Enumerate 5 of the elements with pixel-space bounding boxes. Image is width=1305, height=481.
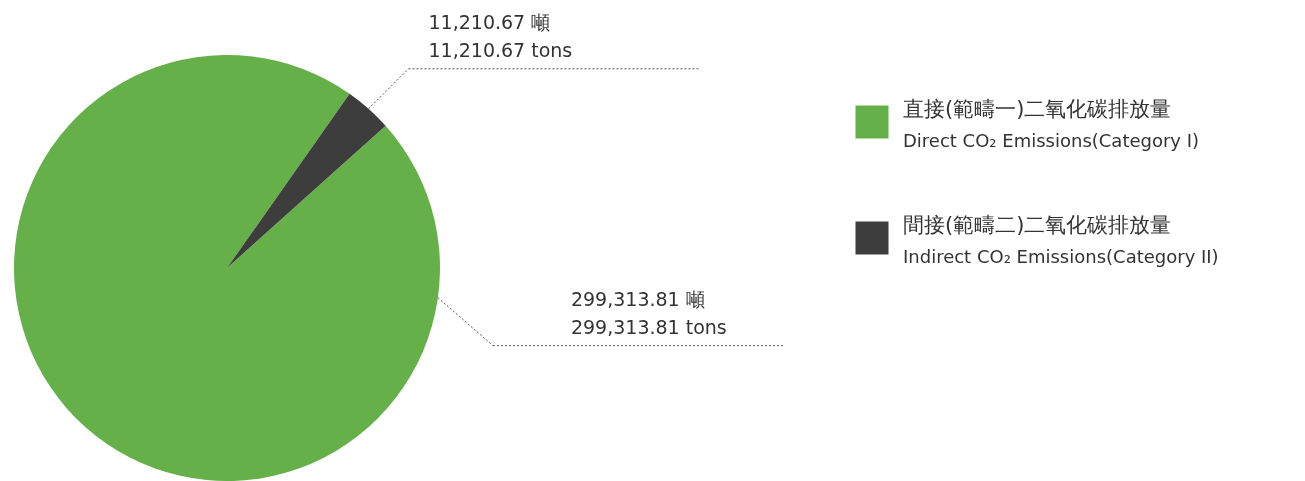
data-label: 11,210.67 噸 11,210.67 tons [428, 10, 573, 61]
pie-slice [227, 93, 386, 268]
legend-label: 間接(範疇二)二氧化碳排放量 Indirect CO₂ Emissions(Category II) [903, 213, 1219, 267]
data-label: 299,313.81 噸 299,313.81 tons [570, 287, 727, 338]
legend-label: 直接(範疇一)二氧化碳排放量 Direct CO₂ Emissions(Category I) [903, 97, 1200, 151]
